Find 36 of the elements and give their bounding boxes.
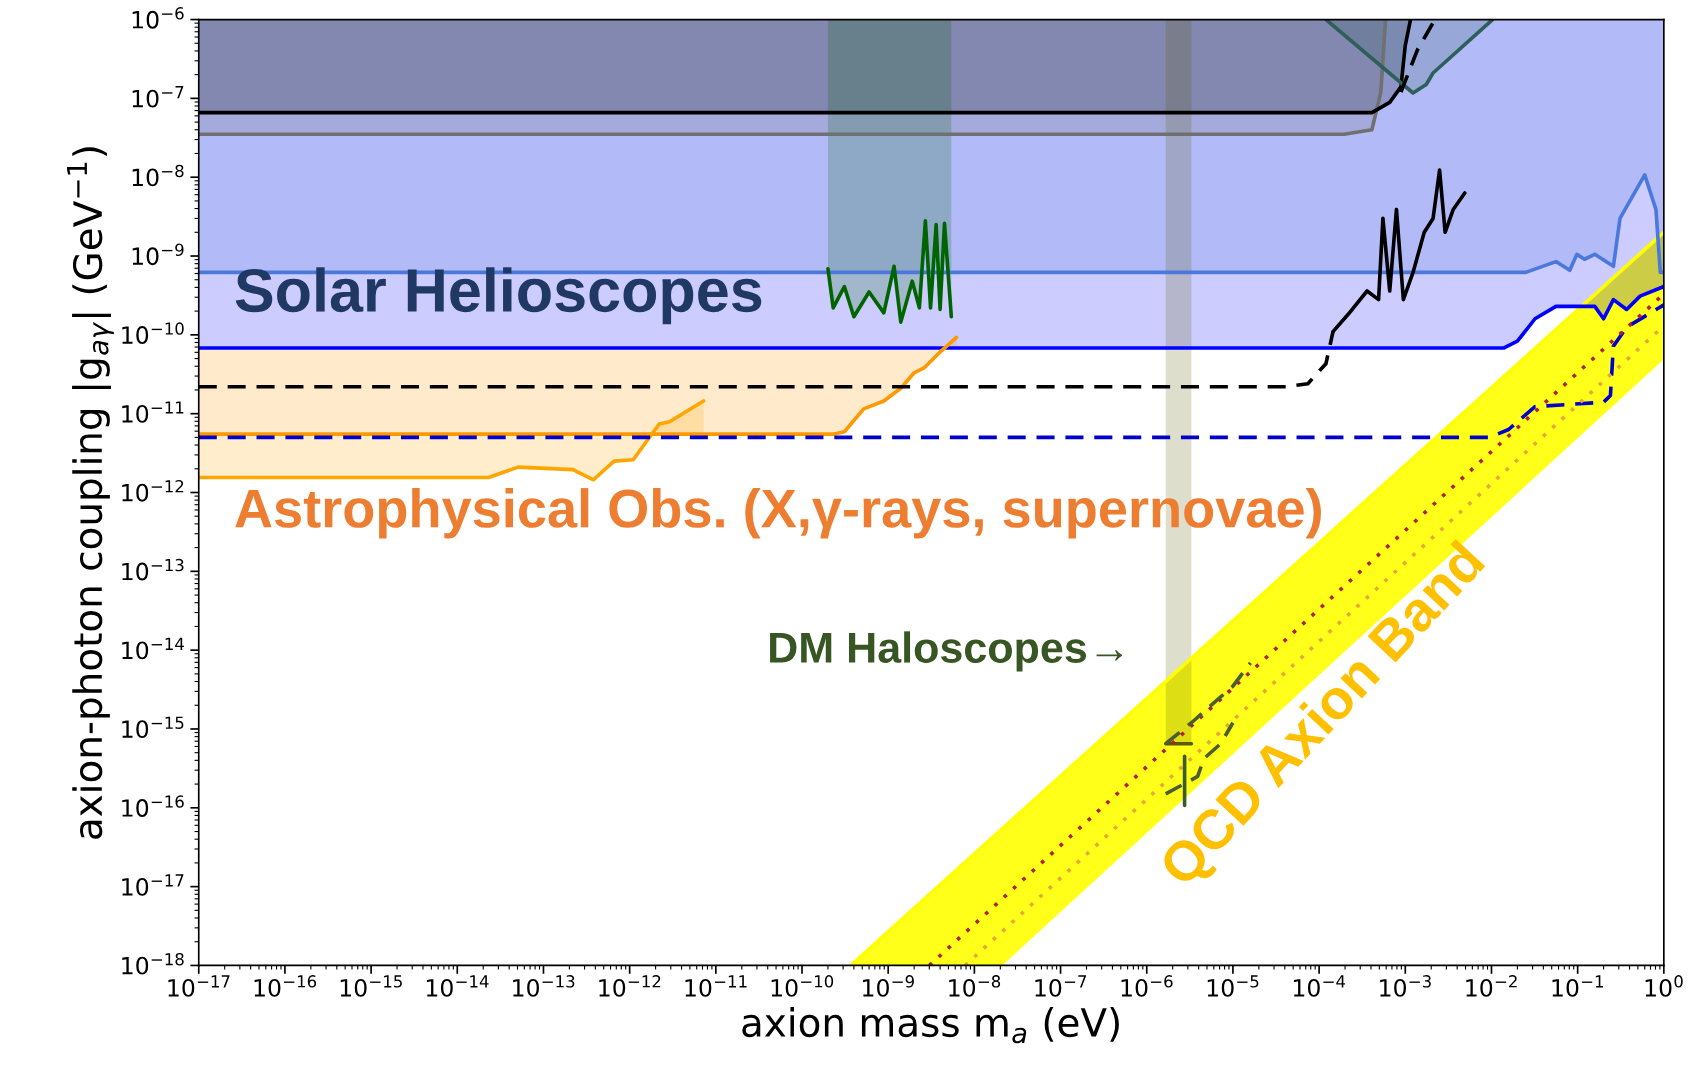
y-tick-label: 10$^{−15}$: [122, 716, 184, 739]
x-axis-title: axion mass m$_{a}$ (eV): [742, 1007, 1119, 1044]
y-axis-title: axion-photon coupling |g$_{aγ}$| (GeV$^{−1}$): [67, 147, 114, 839]
y-tick-label: 10$^{−16}$: [122, 795, 184, 817]
x-tick-label: 10$^{−10}$: [771, 975, 834, 997]
x-tick-label: 10$^{−4}$: [1293, 975, 1346, 997]
annotation: Astrophysical Obs. (X,γ-rays, supernovae): [235, 488, 1321, 539]
x-tick-label: 10$^{−6}$: [1121, 975, 1173, 997]
x-tick-label: 10$^{−15}$: [340, 975, 402, 997]
x-tick-label: 10$^{−2}$: [1466, 975, 1517, 997]
x-tick-label: 10$^{−5}$: [1207, 975, 1259, 997]
annotation: Solar Helioscopes: [235, 267, 762, 325]
y-tick-label: 10$^{−7}$: [132, 86, 184, 108]
x-tick-label: 10$^{−16}$: [254, 975, 317, 997]
x-tick-label: 10$^{−14}$: [426, 975, 489, 997]
y-tick-label: 10$^{−6}$: [132, 7, 184, 29]
y-tick-label: 10$^{−14}$: [122, 637, 184, 660]
annotation: DM Haloscopes→: [770, 631, 1123, 672]
x-tick-label: 10$^{−13}$: [513, 975, 575, 997]
y-tick-label: 10$^{−13}$: [122, 558, 184, 581]
x-tick-label: 10$^{−1}$: [1552, 975, 1604, 997]
x-tick-label: 10$^{−11}$: [685, 975, 747, 997]
x-tick-label: 10$^{0}$: [1645, 975, 1683, 997]
x-tick-label: 10$^{−3}$: [1380, 975, 1431, 997]
y-tick-label: 10$^{−18}$: [122, 952, 184, 975]
x-tick-label: 10$^{−12}$: [599, 975, 661, 997]
y-tick-label: 10$^{−11}$: [122, 401, 184, 423]
x-tick-label: 10$^{−17}$: [168, 975, 230, 997]
y-tick-label: 10$^{−9}$: [132, 243, 184, 266]
x-tick-label: 10$^{−9}$: [863, 975, 914, 997]
y-tick-label: 10$^{−12}$: [122, 479, 184, 502]
y-tick-label: 10$^{−10}$: [122, 322, 184, 344]
y-tick-label: 10$^{−8}$: [132, 164, 184, 187]
x-tick-label: 10$^{−8}$: [949, 975, 1001, 997]
x-tick-label: 10$^{−7}$: [1035, 975, 1087, 997]
y-tick-label: 10$^{−17}$: [122, 874, 184, 896]
